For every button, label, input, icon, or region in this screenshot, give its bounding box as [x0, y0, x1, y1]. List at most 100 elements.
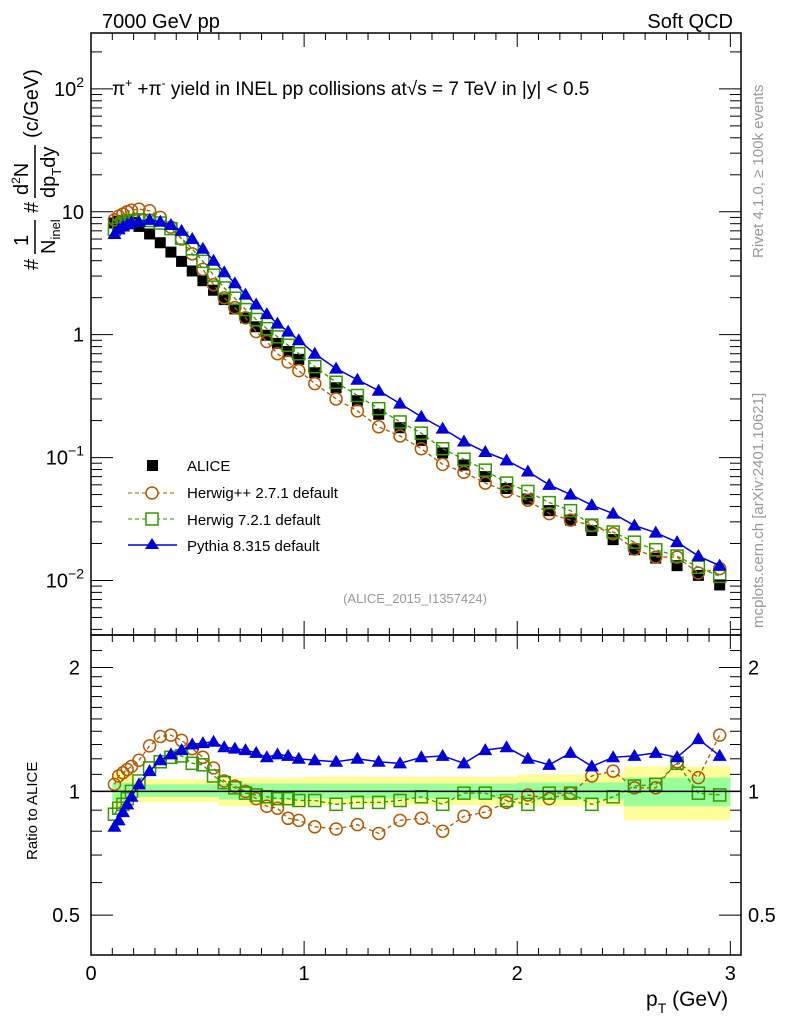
ylabel-ninel: Ninel [38, 219, 63, 254]
main-point-alice [218, 294, 230, 306]
main-point-herwig-2-7-1-default [206, 277, 221, 292]
ratio-point-pythia-8-315-default [350, 751, 365, 764]
ratio-point-herwig-2-7-1-default [153, 729, 168, 744]
ratio-point-herwig-7-2-1-default [371, 795, 386, 810]
ylabel-sq: 2 [9, 177, 23, 184]
title-sup-plus: + [125, 76, 132, 90]
title-rest1: yield in INEL pp collisions at [166, 79, 408, 100]
legend-label-alice: ALICE [187, 458, 230, 475]
x-tick-label: 2 [512, 963, 523, 985]
ratio-y-tick-label-right: 2 [748, 658, 759, 680]
x-axis-label: pT (GeV) [646, 988, 728, 1016]
ratio-point-herwig-7-2-1-default [270, 791, 285, 806]
ratio-point-pythia-8-315-default [163, 747, 178, 760]
ratio-point-pythia-8-315-default [174, 743, 189, 756]
main-point-herwig-2-7-1-default [393, 429, 407, 443]
ratio-point-herwig-7-2-1-default [238, 786, 253, 800]
ratio-point-herwig-2-7-1-default [691, 770, 706, 785]
main-point-pythia-8-315-default [456, 434, 471, 447]
x-tick-label: 0 [85, 963, 96, 985]
main-point-herwig-7-2-1-default [414, 426, 429, 440]
main-point-herwig-2-7-1-default [350, 404, 365, 418]
main-point-herwig-2-7-1-default [563, 513, 578, 527]
xlabel-t: T [658, 1000, 667, 1016]
ratio-point-herwig-2-7-1-default [120, 762, 134, 777]
main-point-herwig-7-2-1-default [627, 535, 642, 549]
main-point-pythia-8-315-default [414, 409, 429, 422]
main-point-pythia-8-315-default [350, 372, 365, 385]
main-point-herwig-7-2-1-default [270, 330, 285, 344]
main-point-alice [197, 275, 209, 287]
ratio-point-pythia-8-315-default [259, 750, 274, 763]
main-point-pythia-8-315-default [329, 361, 344, 374]
main-point-herwig-2-7-1-default [457, 465, 471, 479]
ratio-point-pythia-8-315-default [153, 753, 168, 766]
plot-title: π+ +π- yield in INEL pp collisions at√s … [112, 76, 589, 100]
ratio-point-herwig-2-7-1-default [111, 769, 126, 783]
main-point-alice [176, 255, 188, 267]
x-tick-label: 1 [299, 963, 310, 985]
main-point-pythia-8-315-default [670, 535, 685, 548]
main-point-pythia-8-315-default [281, 324, 296, 337]
ratio-point-herwig-2-7-1-default [142, 739, 157, 753]
main-point-pythia-8-315-default [371, 383, 386, 396]
main-point-herwig-7-2-1-default [670, 549, 684, 563]
main-point-pythia-8-315-default [206, 253, 221, 266]
ylabel-dp: dp [38, 176, 60, 198]
ratio-point-pythia-8-315-default [584, 759, 599, 772]
ratio-y-tick-label-right: 1 [748, 781, 759, 803]
ratio-point-herwig-7-2-1-default [217, 775, 231, 790]
main-point-herwig-2-7-1-default [308, 376, 322, 391]
ratio-point-pythia-8-315-default [478, 743, 493, 756]
main-point-herwig-2-7-1-default [228, 300, 242, 315]
main-point-herwig-7-2-1-default [691, 560, 706, 575]
ratio-point-herwig-7-2-1-default [393, 793, 407, 808]
main-point-pythia-8-315-default [499, 453, 514, 466]
main-point-alice [671, 560, 683, 572]
main-point-herwig-2-7-1-default [478, 476, 493, 490]
y-tick-label: 102 [54, 74, 84, 101]
main-point-pythia-8-315-default [238, 287, 253, 300]
ratio-point-herwig-2-7-1-default [260, 799, 274, 813]
main-point-herwig-7-2-1-default [478, 463, 493, 477]
main-point-pythia-8-315-default [307, 346, 322, 359]
main-point-herwig-2-7-1-default [542, 506, 556, 521]
ratio-point-herwig-2-7-1-default [292, 813, 306, 828]
main-point-alice [650, 552, 662, 564]
rivet-version-label: Rivet 4.1.0, ≥ 100k events [750, 85, 767, 258]
ylabel-n: N [38, 240, 60, 254]
ratio-y-tick-label: 1 [69, 781, 80, 803]
main-point-herwig-7-2-1-default [542, 495, 556, 510]
ratio-point-pythia-8-315-default [107, 819, 122, 832]
main-point-pythia-8-315-default [648, 525, 663, 538]
ratio-point-herwig-2-7-1-default [329, 822, 343, 836]
ratio-point-herwig-2-7-1-default [521, 788, 535, 802]
main-point-alice [714, 579, 726, 591]
ratio-point-herwig-7-2-1-default [478, 786, 493, 800]
legend: ALICE Herwig++ 2.7.1 default Herwig 7.2.… [128, 458, 339, 555]
ratio-point-herwig-2-7-1-default [712, 728, 727, 742]
legend-entry-alice: ALICE [147, 458, 230, 475]
ratio-point-herwig-7-2-1-default [499, 793, 514, 808]
main-point-pythia-8-315-default [563, 487, 578, 500]
main-point-herwig-7-2-1-default [196, 254, 210, 269]
ratio-point-herwig-2-7-1-default [107, 777, 122, 792]
ylabel-dy: dy [38, 147, 60, 168]
main-point-herwig-2-7-1-default [414, 441, 429, 456]
legend-label-herwig7: Herwig 7.2.1 default [187, 512, 321, 529]
main-point-pythia-8-315-default [131, 214, 146, 227]
legend-marker-alice [147, 460, 158, 471]
mcplots-label: mcplots.cern.ch [arXiv:2401.10621] [750, 393, 767, 628]
ratio-point-pythia-8-315-default [131, 777, 146, 790]
main-point-alice [628, 544, 640, 556]
main-point-herwig-7-2-1-default [350, 388, 365, 403]
main-point-herwig-2-7-1-default [292, 363, 306, 378]
main-point-herwig-2-7-1-default [260, 334, 274, 349]
main-point-pythia-8-315-default [217, 265, 232, 278]
ratio-point-pythia-8-315-default [329, 754, 344, 767]
main-point-alice [144, 228, 156, 240]
main-point-herwig-7-2-1-default [260, 321, 274, 336]
ratio-point-pythia-8-315-default [414, 750, 429, 763]
ratio-point-herwig-7-2-1-default [712, 788, 727, 802]
ratio-point-herwig-2-7-1-default [435, 824, 450, 838]
